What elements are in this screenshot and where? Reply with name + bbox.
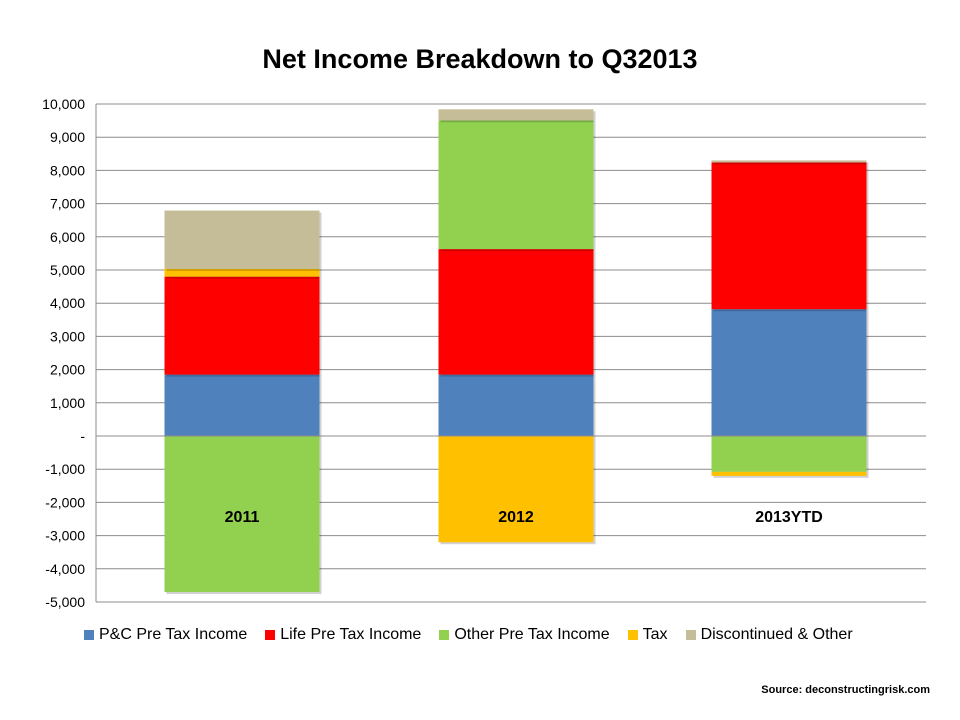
y-tick-label: 1,000: [50, 395, 85, 411]
bar-segment: [438, 436, 594, 543]
y-tick-label: 6,000: [50, 229, 85, 245]
y-tick-label: 2,000: [50, 362, 85, 378]
legend-item: P&C Pre Tax Income: [84, 626, 247, 644]
category-label: 2013YTD: [755, 509, 823, 526]
category-labels: 2011 2012 2013YTD: [225, 509, 823, 526]
y-tick-label: -: [80, 428, 85, 444]
legend-item: Discontinued & Other: [685, 626, 853, 644]
y-tick-label: -2,000: [45, 494, 85, 510]
legend-swatch: [627, 630, 638, 640]
y-tick-label: -1,000: [45, 461, 85, 477]
bar-segment: [164, 269, 320, 277]
y-axis: 10,000 9,000 8,000 7,000 6,000 5,000 4,000 3,00…: [42, 96, 926, 610]
bar-segment: [164, 276, 320, 375]
legend-swatch: [439, 630, 450, 640]
legend-label: P&C Pre Tax Income: [99, 626, 248, 643]
y-tick-label: -4,000: [45, 561, 85, 577]
chart-title: Net Income Breakdown to Q32013: [262, 44, 698, 74]
bar-segment: [164, 436, 320, 593]
legend-item: Other Pre Tax Income: [439, 626, 610, 644]
y-tick-label: -5,000: [45, 594, 85, 610]
y-tick-label: -3,000: [45, 528, 85, 544]
bar-shadow: [713, 473, 869, 478]
legend-item: Life Pre Tax Income: [265, 626, 421, 644]
bar-segment: [711, 309, 867, 436]
bar-shadow: [713, 162, 869, 165]
y-tick-label: 9,000: [50, 129, 85, 145]
bar-segment: [438, 120, 594, 250]
legend-swatch: [265, 630, 276, 640]
legend-label: Tax: [642, 626, 668, 643]
bar-segment: [711, 162, 867, 310]
bar-segment: [164, 210, 320, 270]
bar-segment: [438, 249, 594, 375]
legend-swatch: [84, 630, 94, 640]
y-tick-label: 8,000: [50, 162, 85, 178]
bar-segment: [438, 109, 594, 121]
y-tick-label: 7,000: [50, 196, 85, 212]
bar-segment: [164, 374, 320, 436]
bar-segment: [711, 471, 867, 476]
legend-label: Other Pre Tax Income: [454, 626, 610, 643]
y-tick-label: 3,000: [50, 328, 85, 344]
y-tick-label: 10,000: [42, 96, 85, 112]
legend: P&C Pre Tax Income Life Pre Tax Income Oth…: [84, 626, 871, 644]
category-label: 2012: [498, 509, 534, 526]
source-note: Source: deconstructingrisk.com: [761, 684, 930, 696]
legend-label: Discontinued & Other: [700, 626, 853, 643]
bar-segment: [711, 436, 867, 472]
bar-segment: [438, 374, 594, 436]
legend-swatch: [685, 630, 696, 640]
bars: [164, 109, 869, 595]
legend-item: Tax: [627, 626, 668, 644]
legend-label: Life Pre Tax Income: [280, 626, 422, 643]
y-tick-label: 5,000: [50, 262, 85, 278]
category-label: 2011: [225, 509, 260, 526]
y-tick-label: 4,000: [50, 295, 85, 311]
bar-segment: [711, 160, 867, 163]
